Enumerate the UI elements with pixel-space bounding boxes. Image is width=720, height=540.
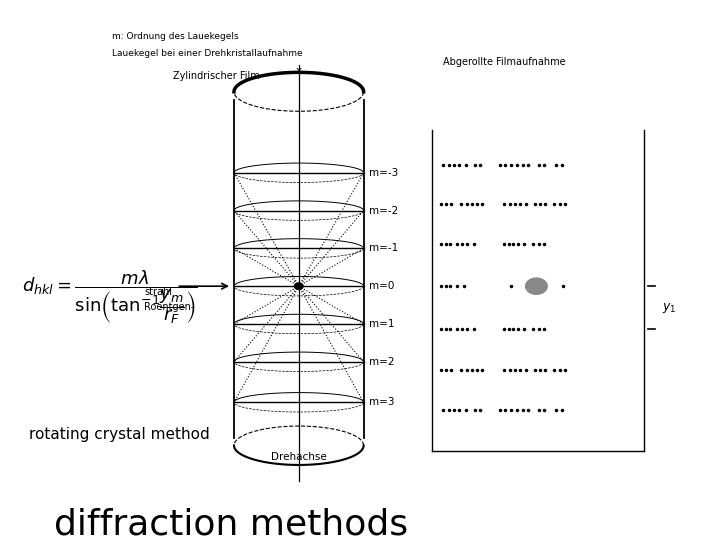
Text: rotating crystal method: rotating crystal method [29, 427, 210, 442]
Text: m: Ordnung des Lauekegels: m: Ordnung des Lauekegels [112, 32, 238, 42]
Text: m=2: m=2 [369, 357, 394, 367]
Text: m=0: m=0 [369, 281, 394, 291]
Text: $d_{hkl} = \dfrac{m\lambda}{\sin\!\left(\tan^{-1}\!\dfrac{y_m}{r_F}\right)}$: $d_{hkl} = \dfrac{m\lambda}{\sin\!\left(… [22, 268, 197, 326]
Text: strahl: strahl [144, 287, 172, 298]
Text: - x -: - x - [289, 66, 309, 76]
Text: m=-2: m=-2 [369, 206, 398, 215]
Text: Roentgen-: Roentgen- [144, 302, 194, 313]
Text: m=1: m=1 [369, 319, 394, 329]
Text: Zylindrischer Film: Zylindrischer Film [173, 71, 259, 82]
Text: diffraction methods: diffraction methods [54, 508, 408, 540]
Text: m=3: m=3 [369, 397, 394, 407]
Text: Drehachse: Drehachse [271, 451, 327, 462]
Text: $y_1$: $y_1$ [662, 301, 677, 315]
Text: Lauekegel bei einer Drehkristallaufnahme: Lauekegel bei einer Drehkristallaufnahme [112, 49, 302, 58]
Text: m=-1: m=-1 [369, 244, 398, 253]
Text: Abgerollte Filmaufnahme: Abgerollte Filmaufnahme [443, 57, 565, 67]
Circle shape [294, 283, 303, 289]
Text: m=-3: m=-3 [369, 168, 398, 178]
Circle shape [526, 278, 547, 294]
